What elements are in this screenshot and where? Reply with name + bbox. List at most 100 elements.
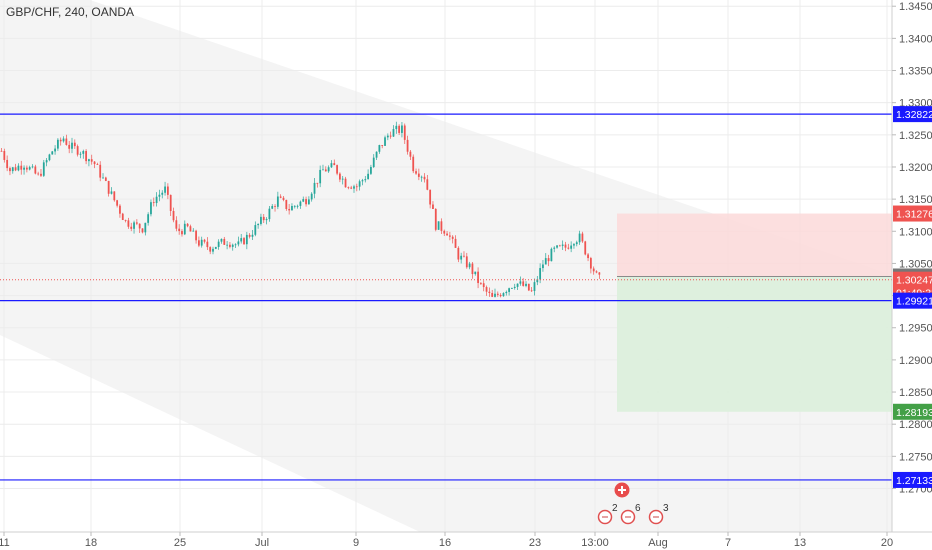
candle [494, 288, 496, 298]
candle-body [257, 223, 260, 226]
candle-body [54, 148, 56, 152]
candle-body [463, 255, 465, 257]
candle-body [88, 159, 90, 162]
candle-body [102, 177, 104, 179]
candle-body [556, 245, 558, 248]
candle-body [544, 258, 547, 265]
candle [285, 199, 288, 211]
candle [195, 229, 197, 244]
price-label-text: 1.32822 [896, 109, 932, 121]
candle-body [299, 201, 302, 206]
candle [45, 158, 48, 167]
candle [203, 238, 206, 244]
candle-body [420, 176, 423, 178]
price-tick-label: 1.30500 [899, 258, 932, 270]
candle-body [513, 286, 516, 288]
candle [310, 192, 313, 202]
candle-body [347, 187, 350, 189]
candle-body [268, 208, 271, 220]
candle-body [45, 160, 48, 163]
candle-body [172, 210, 175, 221]
candle-body [536, 279, 539, 283]
candle [398, 124, 401, 135]
candle [3, 148, 6, 163]
candle-body [401, 125, 403, 133]
candle [209, 246, 212, 255]
candle [339, 172, 341, 183]
candle [316, 182, 319, 188]
candle [451, 235, 454, 244]
candle [217, 239, 220, 250]
candle [169, 194, 172, 216]
time-tick-label: 7 [725, 537, 731, 549]
candle-body [79, 153, 82, 155]
candle-body [175, 220, 178, 229]
candle-body [482, 283, 485, 288]
time-tick-label: 13:00 [581, 537, 609, 549]
price-label-background [893, 292, 932, 309]
candle [73, 139, 76, 149]
candle [558, 244, 561, 247]
candle-body [519, 281, 522, 284]
candle-body [200, 239, 203, 246]
candle-body [307, 199, 310, 205]
candle-body [28, 167, 31, 170]
price-label-text: 1.29921 [896, 296, 932, 308]
price-label-text: 1.31276 [896, 209, 932, 221]
candle [88, 158, 90, 167]
calendar-event-marker[interactable] [614, 482, 630, 498]
candle-body [392, 129, 395, 137]
candle [164, 181, 166, 196]
candle-body [220, 238, 223, 242]
candle [527, 283, 530, 292]
candle-body [85, 151, 87, 162]
candle-body [20, 165, 23, 170]
price-label-text: 1.28193 [896, 407, 932, 419]
candle [307, 196, 310, 205]
candle [192, 228, 195, 232]
candle [141, 228, 144, 234]
candle-body [587, 254, 589, 259]
candle-body [71, 142, 73, 149]
event-marker[interactable]: 2 [597, 503, 619, 525]
price-tick-label: 1.34000 [899, 33, 932, 45]
time-axis[interactable]: 11 18 25 Jul 9 16 23 13:00 Aug 7 13 20 [0, 531, 932, 550]
candle [412, 154, 415, 174]
candle [499, 293, 502, 298]
candle-body [229, 244, 231, 247]
candle [293, 205, 296, 209]
candle [200, 236, 203, 248]
candle [212, 246, 214, 255]
candle-body [578, 233, 581, 243]
candle [403, 123, 406, 144]
candle [127, 217, 130, 229]
candle [102, 173, 104, 179]
price-label-text: 1.27133 [896, 475, 932, 487]
event-marker[interactable]: 6 [620, 503, 642, 525]
candle-body [567, 247, 570, 249]
candle-body [271, 206, 274, 209]
time-tick-label: 25 [174, 537, 186, 549]
candle [392, 125, 395, 138]
candle-body [212, 248, 214, 252]
candle [223, 236, 226, 246]
candle-body [415, 171, 417, 174]
candle [570, 241, 573, 253]
candle [420, 175, 423, 182]
candle [20, 160, 23, 175]
candle-body [353, 186, 355, 189]
price-label-level: 1.32822 [893, 106, 932, 123]
candle [589, 256, 592, 274]
candle [155, 192, 158, 207]
candle-body [327, 167, 330, 172]
candle [183, 220, 186, 236]
candle-body [406, 139, 409, 152]
price-label-stop: 1.31276 [893, 205, 932, 222]
price-axis[interactable]: 1.345001.340001.335001.330001.325001.320… [891, 0, 932, 550]
candle-body [11, 167, 14, 172]
candle [0, 148, 3, 152]
event-marker[interactable]: 3 [648, 503, 670, 525]
candle-body [166, 186, 169, 195]
candle [432, 201, 434, 210]
